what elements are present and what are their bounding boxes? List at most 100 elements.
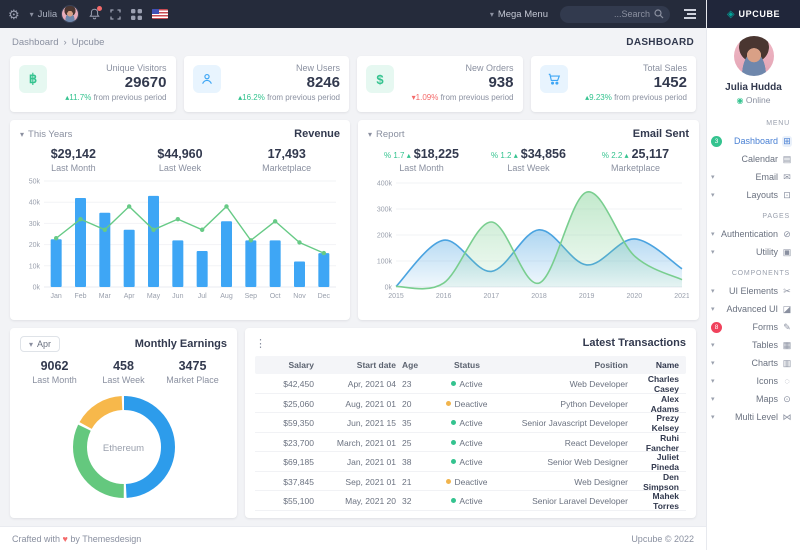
status-dot-icon	[451, 439, 457, 445]
sidebar-item-label: Dashboard	[733, 136, 778, 146]
bell-icon[interactable]	[89, 6, 103, 20]
stat-value: 1452	[653, 74, 687, 91]
status-dot-icon	[451, 459, 457, 464]
svg-text:100k: 100k	[377, 259, 393, 266]
chevron-down-icon: ▾	[711, 288, 715, 295]
email-sent-chart: 0k 100k 200k 300k 400k 2015 2016 2017 2018 2019 20…	[377, 181, 690, 301]
stat-title: New Orders	[465, 63, 514, 73]
svg-text:0k: 0k	[385, 285, 393, 292]
month-filter-label: Apr	[37, 339, 52, 349]
table-row: $59,350 Jun, 2021 15 35 Active Senior Javasc…	[255, 413, 686, 433]
user-menu[interactable]: ▾ Julia	[30, 5, 80, 23]
svg-text:Jun: Jun	[172, 293, 183, 300]
sidebar-item-utility[interactable]: ▾ Utility ▣	[711, 243, 792, 261]
us-flag-icon[interactable]	[152, 9, 169, 19]
svg-text:2017: 2017	[484, 293, 500, 300]
chevron-down-icon: ▾	[711, 174, 715, 181]
status-badge: Active	[459, 437, 483, 448]
status-dot-icon	[451, 498, 457, 503]
sidebar-item-multi-level[interactable]: ▾ Multi Level ⋈	[711, 408, 792, 426]
svg-text:40k: 40k	[29, 200, 41, 207]
advanced-ui-icon: ◪	[782, 303, 792, 314]
revenue-filter[interactable]: ▾ This Years	[20, 129, 72, 140]
svg-text:300k: 300k	[377, 207, 393, 214]
svg-text:2018: 2018	[531, 293, 547, 300]
layouts-icon: ⊡	[783, 189, 791, 200]
hamburger-icon[interactable]	[682, 7, 698, 21]
stat-value: 8246	[306, 74, 340, 91]
mini-stat: 458 Last Week	[102, 359, 145, 385]
svg-text:20k: 20k	[29, 242, 41, 249]
menu-badge: 8	[711, 321, 722, 333]
svg-text:400k: 400k	[377, 181, 393, 188]
transactions-card: ⋮ Latest Transactions Salary Start date Ag…	[245, 328, 696, 518]
fullscreen-icon[interactable]	[110, 8, 121, 20]
brand-name: UPCUBE	[738, 9, 781, 19]
mini-stat: 17,493 Marketplace	[262, 147, 312, 173]
svg-text:Sep: Sep	[245, 293, 258, 300]
email-filter-label: Report	[376, 128, 405, 140]
breadcrumb-upcube: Upcube	[71, 36, 105, 48]
stat-card: $ New Orders 938 ▾1.09% from previous perio…	[357, 56, 523, 112]
svg-text:Jan: Jan	[51, 293, 62, 300]
sidebar-item-dashboard[interactable]: 3 Dashboard ⊞	[711, 132, 792, 150]
breadcrumb-separator: ›	[63, 36, 67, 48]
svg-text:Apr: Apr	[124, 293, 136, 300]
revenue-filter-label: This Years	[28, 128, 73, 140]
sidebar-item-tables[interactable]: ▾ Tables ▦	[711, 336, 792, 354]
sidebar-item-authentication[interactable]: ▾ Authentication ⊘	[711, 225, 792, 243]
table-row: $25,060 Aug, 2021 01 20 Deactive Python Deve…	[255, 394, 686, 414]
chevron-down-icon: ▾	[711, 192, 715, 199]
donut-slice	[72, 396, 175, 498]
email-filter[interactable]: ▾ Report	[368, 129, 405, 140]
table-row: $37,845 Sep, 2021 01 21 Deactive Web Designe…	[255, 472, 686, 492]
svg-text:Feb: Feb	[74, 293, 86, 300]
transactions-table: Salary Start date Age Status Position Name $4…	[255, 356, 686, 511]
user-icon	[192, 65, 221, 93]
search-input[interactable]	[560, 5, 670, 23]
svg-text:2019: 2019	[579, 293, 595, 300]
sidebar-item-charts[interactable]: ▾ Charts ▥	[711, 354, 792, 372]
mega-menu-button[interactable]: ▾ Mega Menu	[490, 9, 548, 20]
sidebar-item-advanced-ui[interactable]: ▾ Advanced UI ◪	[711, 300, 792, 318]
search-icon[interactable]	[654, 8, 664, 22]
stat-title: New Users	[295, 63, 340, 73]
svg-text:2020: 2020	[627, 293, 643, 300]
status-dot-icon	[451, 420, 457, 425]
svg-text:Oct: Oct	[270, 293, 281, 300]
mini-stat: % 2.2 ▴ 25,117 Marketplace	[601, 147, 670, 173]
sidebar-item-icons[interactable]: ▾ Icons ◌	[711, 372, 792, 390]
svg-text:May: May	[147, 293, 161, 300]
dollar-icon: $	[366, 65, 394, 93]
content-area: ฿ Unique Visitors 29670 ▴11.7% from previou…	[0, 56, 706, 518]
gear-icon[interactable]: ⚙	[8, 6, 20, 22]
ui-elements-icon: ✂	[783, 285, 791, 296]
table-row: $69,185 Jan, 2021 01 38 Active Senior Web De…	[255, 452, 686, 472]
breadcrumb-dashboard[interactable]: Dashboard	[12, 36, 59, 48]
sidebar-item-ui-elements[interactable]: ▾ UI Elements ✂	[711, 282, 792, 300]
svg-text:2015: 2015	[388, 293, 404, 300]
sidebar-item-layouts[interactable]: ▾ Layouts ⊡	[711, 186, 792, 204]
brand-logo[interactable]: ◈ UPCUBE	[707, 0, 800, 28]
chevron-down-icon: ▾	[711, 378, 715, 385]
calendar-icon: ▤	[782, 153, 792, 164]
sidebar-item-maps[interactable]: ▾ Maps ⊙	[711, 390, 792, 408]
sidebar-item-calendar[interactable]: Calendar ▤	[711, 150, 792, 168]
table-row: $42,450 Apr, 2021 04 23 Active Web Developer…	[255, 374, 686, 394]
top-navbar: ⚙ ▾ Julia ▾ Mega Menu	[0, 0, 706, 28]
mini-stat: 3475 Market Place	[166, 359, 219, 385]
email-sent-title: Email Sent	[632, 128, 689, 140]
sidebar-item-forms[interactable]: 8 Forms ✎	[711, 318, 792, 336]
footer: Crafted with ♥ by Themesdesign Upcube © …	[0, 526, 706, 550]
sidebar-item-label: Authentication	[720, 229, 778, 239]
sidebar-item-email[interactable]: ▾ Email ✉	[711, 168, 792, 186]
heart-icon: ♥	[62, 533, 68, 544]
month-filter-button[interactable]: ▾ Apr	[20, 336, 61, 352]
stat-card: New Users 8246 ▴16.2% from previous period	[183, 56, 349, 112]
notification-dot	[97, 6, 103, 11]
apps-grid-icon[interactable]	[131, 8, 143, 20]
more-options-icon[interactable]: ⋮	[255, 337, 266, 350]
charts-icon: ▥	[782, 357, 792, 368]
status-badge: Active	[459, 379, 483, 389]
svg-text:200k: 200k	[377, 233, 393, 240]
